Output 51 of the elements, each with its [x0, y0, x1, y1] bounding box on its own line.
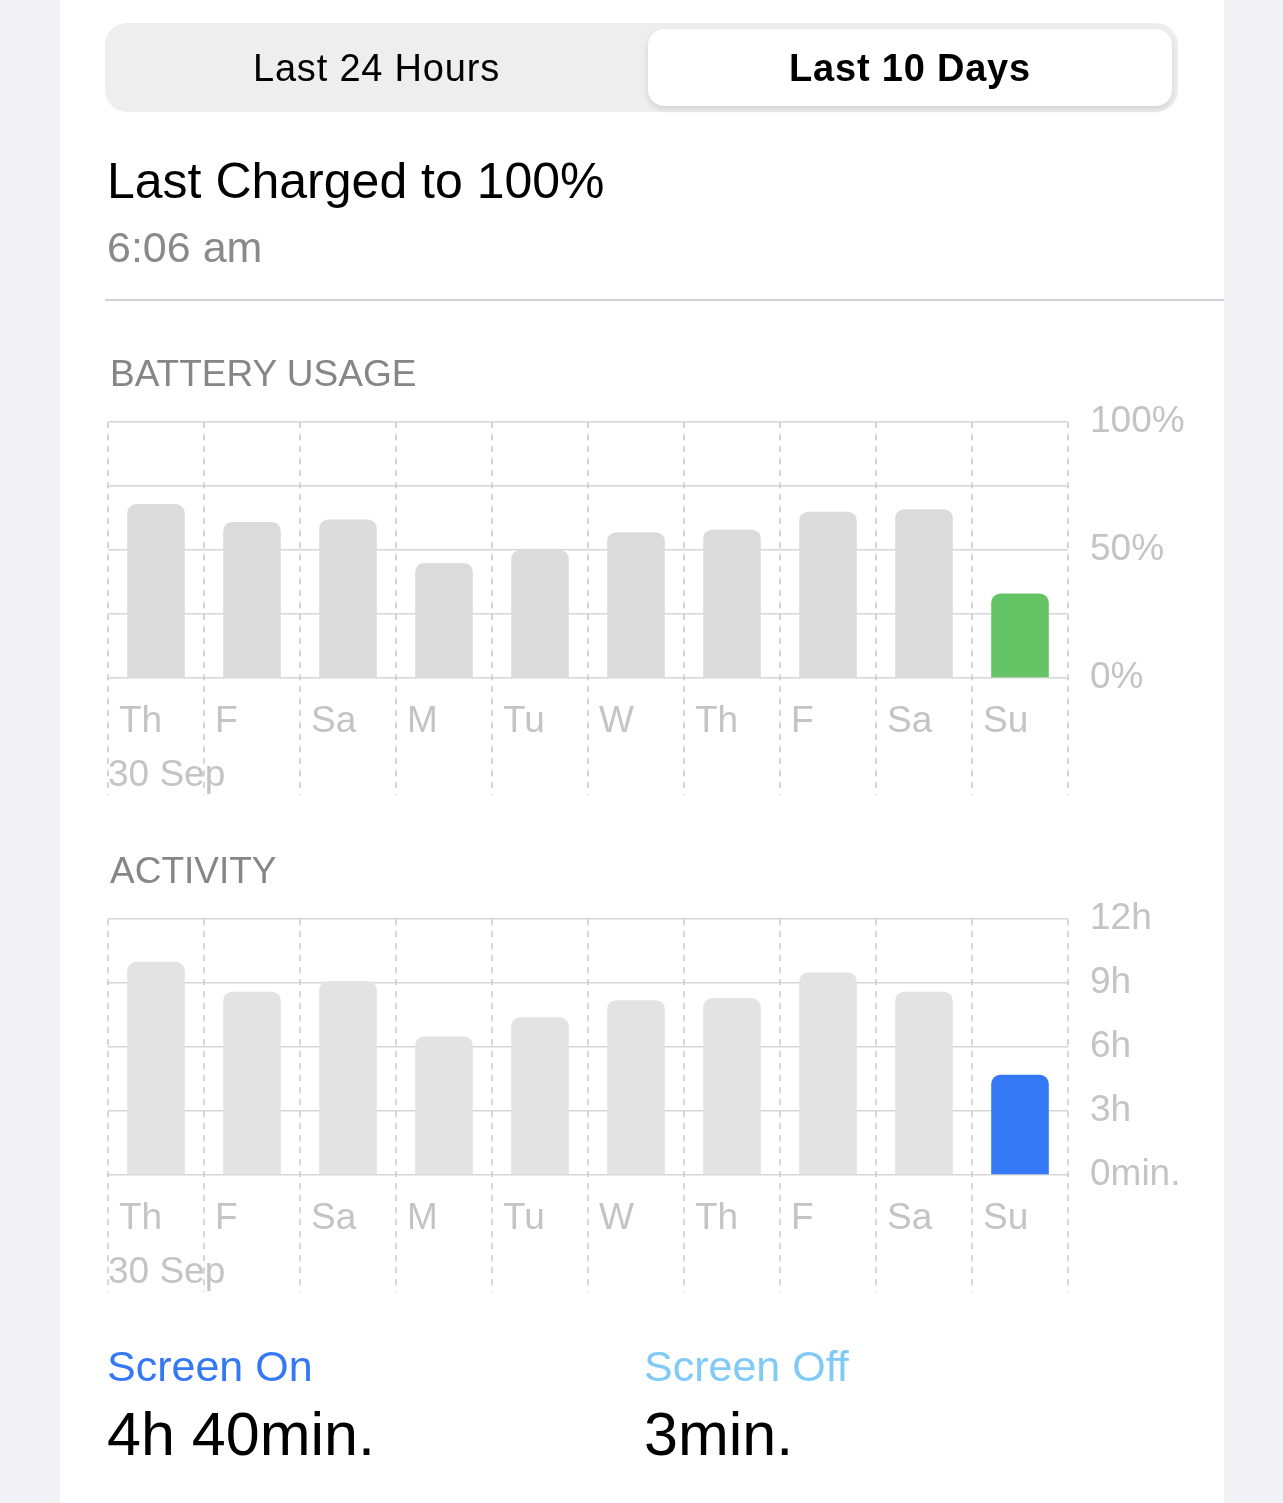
x-tick-label: Th — [119, 699, 163, 741]
bar — [991, 1074, 1049, 1175]
bar — [511, 1017, 569, 1175]
bar — [703, 998, 761, 1175]
x-tick-label: F — [215, 1196, 238, 1238]
x-tick-label: Sa — [887, 699, 933, 741]
bar — [319, 981, 377, 1175]
x-tick-label: F — [791, 699, 814, 741]
x-tick-label: Su — [983, 1196, 1029, 1238]
x-axis-title: 30 Sep — [108, 753, 226, 794]
x-tick-label: Th — [695, 1196, 739, 1238]
y-tick-label: 6h — [1090, 1024, 1132, 1066]
x-tick-label: Su — [983, 699, 1029, 741]
y-tick-label: 3h — [1090, 1088, 1132, 1130]
text: 6:06 am — [107, 223, 263, 271]
x-tick-label: M — [407, 699, 438, 741]
text: 4h 40min. — [107, 1400, 375, 1468]
x-tick-label: Th — [119, 1196, 163, 1238]
bar — [415, 1036, 473, 1175]
chart-title: ACTIVITY — [110, 850, 277, 891]
chart-title: BATTERY USAGE — [110, 353, 417, 394]
bar — [127, 961, 185, 1175]
y-tick-label: 12h — [1090, 896, 1152, 938]
y-tick-label: 100% — [1090, 399, 1185, 441]
x-tick-label: F — [215, 699, 238, 741]
x-tick-label: Sa — [311, 699, 357, 741]
bar — [223, 991, 281, 1175]
bar — [991, 593, 1049, 678]
x-tick-label: W — [599, 699, 634, 741]
x-tick-label: Tu — [503, 699, 545, 741]
x-axis-title: 30 Sep — [108, 1250, 226, 1291]
bar — [799, 972, 857, 1175]
selected-segment: Last 10 Days — [648, 29, 1172, 106]
x-tick-label: M — [407, 1196, 438, 1238]
x-tick-label: Tu — [503, 1196, 545, 1238]
x-tick-label: F — [791, 1196, 814, 1238]
x-tick-label: Th — [695, 699, 739, 741]
segmented-control: Last 24 Hours Last 10 Days — [105, 23, 1178, 112]
text: Screen Off — [644, 1342, 849, 1390]
x-tick-label: Sa — [887, 1196, 933, 1238]
y-tick-label: 9h — [1090, 960, 1132, 1002]
text: Screen On — [107, 1342, 313, 1390]
text: 3min. — [644, 1400, 794, 1468]
y-tick-label: 50% — [1090, 527, 1165, 569]
x-tick-label: W — [599, 1196, 634, 1238]
text: Last Charged to 100% — [107, 153, 605, 209]
bar — [607, 1000, 665, 1175]
x-tick-label: Sa — [311, 1196, 357, 1238]
bar — [895, 991, 953, 1175]
y-tick-label: 0min. — [1090, 1152, 1181, 1194]
y-tick-label: 0% — [1090, 655, 1144, 697]
